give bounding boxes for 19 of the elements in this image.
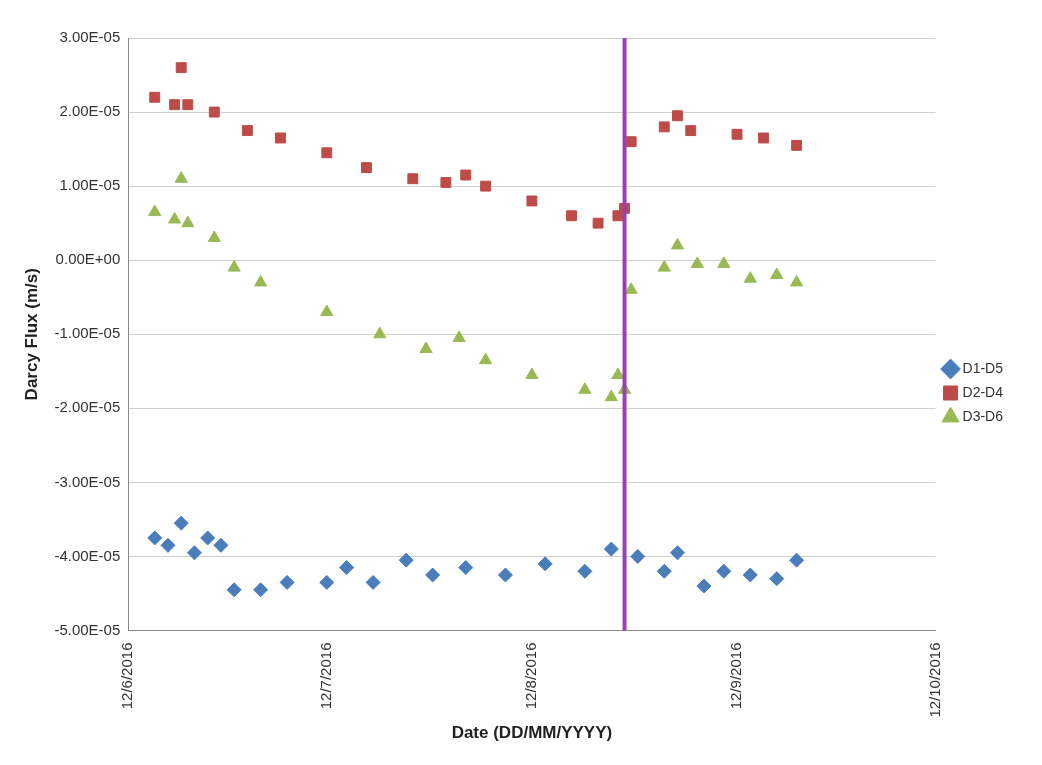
legend-label: D2-D4: [962, 383, 1004, 400]
x-tick-label: 12/7/2016: [316, 642, 334, 710]
y-tick-label: 0.00E+00: [55, 250, 121, 268]
y-tick-label: -4.00E-05: [54, 546, 121, 564]
y-tick-label: -1.00E-05: [54, 324, 121, 342]
y-tick-label: 2.00E-05: [59, 102, 121, 120]
x-tick-label: 12/10/2016: [925, 642, 943, 718]
x-tick-label: 12/6/2016: [118, 642, 136, 710]
legend-label: D3-D6: [962, 407, 1004, 424]
legend-label: D1-D5: [962, 359, 1004, 376]
y-tick-label: -2.00E-05: [54, 398, 121, 416]
y-tick-label: 3.00E-05: [59, 28, 121, 46]
y-axis-title: Darcy Flux (m/s): [21, 268, 41, 401]
x-axis-title: Date (DD/MM/YYYY): [451, 723, 613, 743]
y-tick-label: -3.00E-05: [54, 472, 121, 490]
x-tick-label: 12/9/2016: [727, 642, 745, 710]
y-tick-label: -5.00E-05: [54, 620, 121, 638]
y-tick-label: 1.00E-05: [59, 176, 121, 194]
x-tick-label: 12/8/2016: [522, 642, 540, 710]
